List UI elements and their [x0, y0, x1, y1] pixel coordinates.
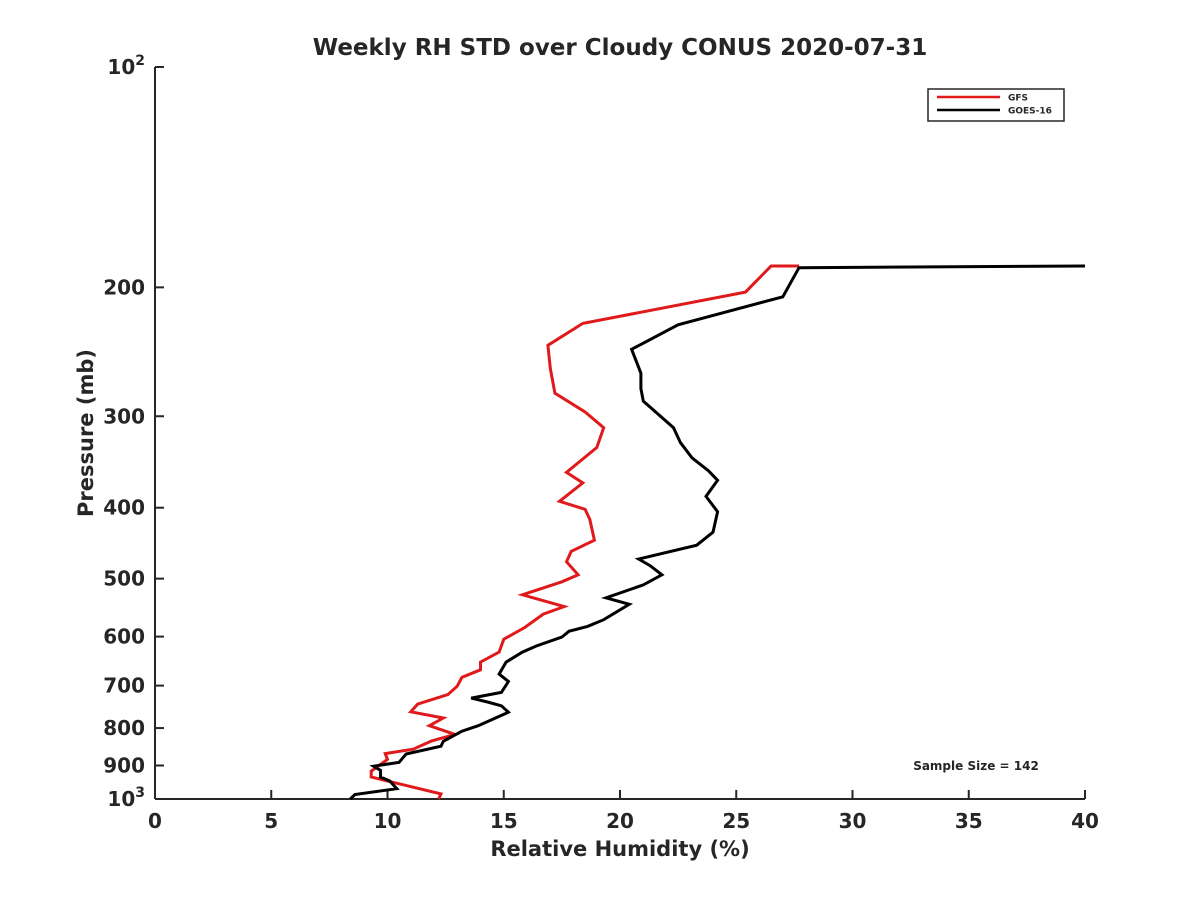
- chart-title: Weekly RH STD over Cloudy CONUS 2020-07-…: [313, 35, 927, 61]
- x-tick-label: 15: [490, 809, 518, 833]
- x-tick-label: 40: [1071, 809, 1099, 833]
- y-axis-label: Pressure (mb): [74, 349, 98, 517]
- legend-label-gfs: GFS: [1008, 94, 1028, 104]
- series-layer: [349, 264, 1086, 801]
- y-tick-label: 102: [107, 53, 145, 79]
- y-tick-label: 500: [103, 567, 145, 591]
- sample-size-annotation: Sample Size = 142: [913, 759, 1039, 773]
- x-tick-label: 25: [722, 809, 750, 833]
- y-tick-label: 600: [103, 625, 145, 649]
- x-tick-label: 0: [148, 809, 162, 833]
- x-tick-label: 5: [264, 809, 278, 833]
- x-tick-label: 20: [606, 809, 634, 833]
- x-tick-label: 30: [839, 809, 867, 833]
- legend-box: [927, 88, 1065, 122]
- plot-area: 0 5 10 15 20 25 30 35 40 102 200 300 400 500 600 700 80…: [103, 53, 1099, 833]
- x-axis-ticks: 0 5 10 15 20 25 30 35 40: [148, 790, 1099, 833]
- legend-label-goes16: GOES-16: [1008, 107, 1052, 117]
- y-tick-label: 900: [103, 754, 145, 778]
- y-tick-label: 200: [103, 275, 145, 299]
- series-line-gfs: [369, 264, 799, 800]
- y-tick-label: 400: [103, 496, 145, 520]
- y-tick-label: 700: [103, 674, 145, 698]
- y-tick-label: 300: [103, 404, 145, 428]
- x-axis-label: Relative Humidity (%): [490, 837, 749, 861]
- series-line-goes16: [349, 264, 1086, 801]
- legend: GFS GOES-16: [927, 88, 1065, 122]
- y-axis-ticks: 102 200 300 400 500 600 700 800 900 103: [103, 53, 164, 811]
- x-tick-label: 35: [955, 809, 983, 833]
- x-tick-label: 10: [374, 809, 402, 833]
- y-tick-label: 800: [103, 716, 145, 740]
- y-tick-label: 103: [107, 785, 145, 811]
